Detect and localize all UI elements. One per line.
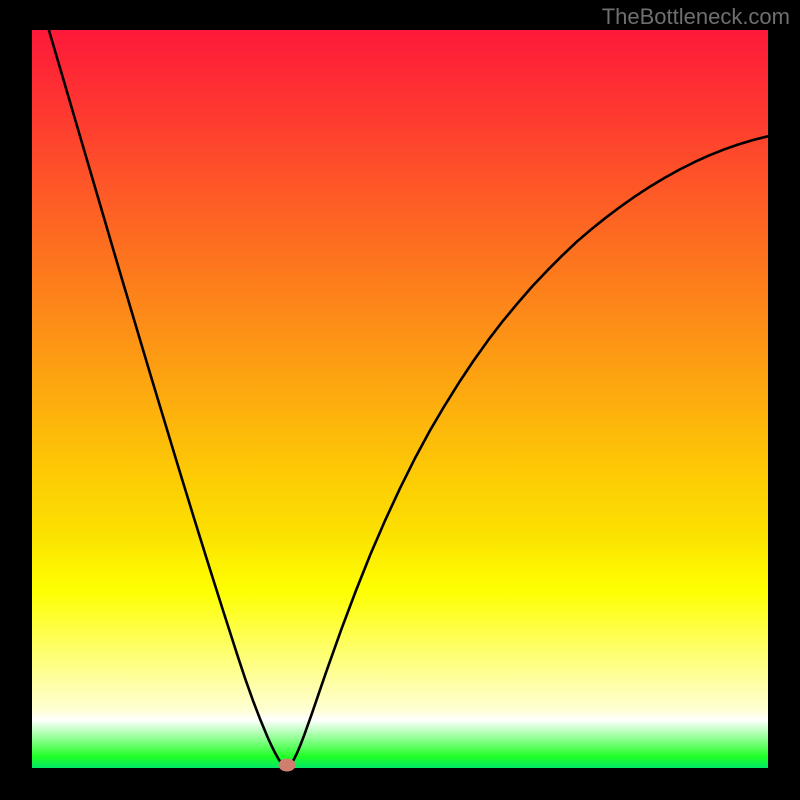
watermark-text: TheBottleneck.com xyxy=(602,4,790,30)
bottleneck-curve xyxy=(32,30,768,768)
optimal-point-marker xyxy=(278,759,295,772)
plot-area xyxy=(32,30,768,768)
curve-path xyxy=(32,30,768,768)
